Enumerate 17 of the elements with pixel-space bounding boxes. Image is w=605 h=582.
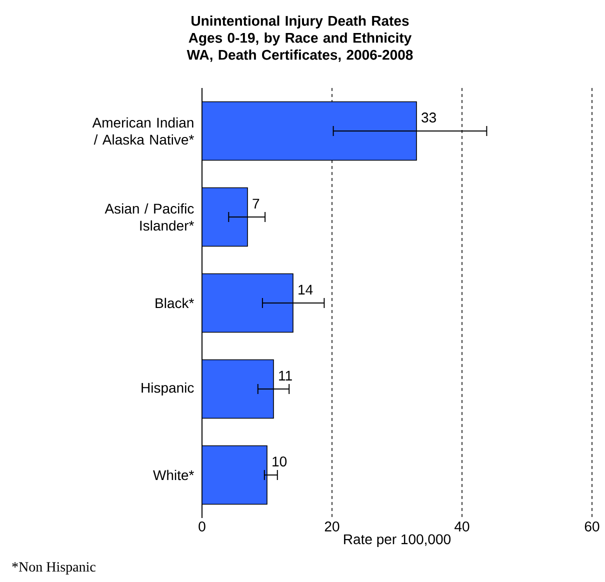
data-label: 7: [252, 198, 260, 208]
data-label: 33: [422, 112, 436, 122]
x-axis-title: Rate per 100,000: [344, 534, 451, 547]
x-tick-label: 60: [584, 522, 600, 532]
y-tick-label: Hispanic: [142, 382, 194, 396]
y-tick-label: Asian / Pacific Islander*: [104, 203, 194, 231]
x-tick-label: 0: [198, 522, 206, 532]
y-tick-label: Black*: [156, 298, 194, 308]
x-tick-label: 20: [324, 522, 340, 532]
chart-title: Unintentional Injury Death Rates Ages 0-19, by Race and Ethnicity WA, Death Certificates, 2006-2008: [186, 16, 413, 62]
text: *Non Hispanic: [12, 562, 96, 574]
data-label: 14: [298, 284, 313, 294]
data-label: 11: [279, 370, 292, 380]
data-label: 10: [272, 456, 287, 466]
x-tick-label: 40: [454, 522, 470, 532]
y-tick-label: White*: [153, 470, 194, 480]
y-tick-label: American Indian / Alaska Native*: [92, 117, 194, 145]
